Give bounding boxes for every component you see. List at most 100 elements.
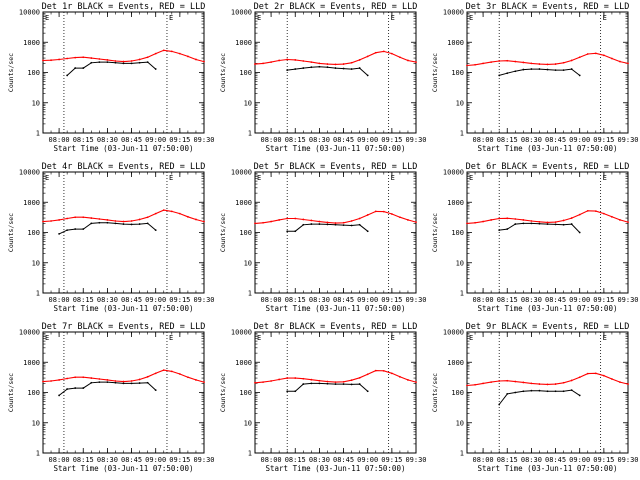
- data-point-lld: [195, 58, 197, 61]
- data-point-events: [530, 68, 533, 70]
- y-tick-label: 1: [248, 290, 252, 298]
- data-point-events: [326, 382, 329, 385]
- data-point-lld: [334, 222, 337, 224]
- y-tick-label: 100: [451, 229, 464, 237]
- x-tick-label: 09:30: [193, 296, 214, 304]
- data-point-events: [538, 68, 541, 70]
- data-point-events: [310, 382, 313, 385]
- data-point-events: [546, 68, 549, 71]
- y-tick-label: 1: [248, 130, 252, 138]
- data-point-lld: [522, 61, 525, 64]
- data-point-lld: [278, 378, 281, 381]
- data-point-events: [58, 232, 60, 235]
- x-tick-label: 09:30: [617, 136, 638, 144]
- data-point-lld: [254, 381, 256, 384]
- data-point-lld: [390, 52, 393, 55]
- y-tick-label: 10000: [231, 329, 252, 337]
- y-axis-title: Counts/sec: [7, 373, 15, 412]
- data-point-lld: [342, 380, 345, 383]
- series-line-events: [58, 222, 157, 235]
- y-tick-label: 1: [36, 290, 40, 298]
- y-tick-label: 1000: [23, 359, 40, 367]
- data-point-lld: [50, 220, 52, 222]
- x-tick-label: 08:00: [473, 136, 494, 144]
- data-point-lld: [474, 221, 476, 224]
- data-point-events: [90, 61, 93, 64]
- y-axis-title: Counts/sec: [219, 373, 227, 412]
- x-tick-label: 08:30: [309, 456, 330, 464]
- data-point-events: [342, 67, 345, 70]
- data-point-lld: [138, 378, 141, 381]
- data-point-events: [122, 382, 125, 385]
- data-point-events: [498, 403, 501, 406]
- data-point-lld: [302, 377, 305, 380]
- data-point-events: [498, 74, 501, 77]
- y-tick-label: 10: [244, 419, 252, 427]
- data-point-lld: [482, 382, 484, 385]
- data-point-lld: [482, 62, 484, 65]
- data-point-lld: [554, 63, 557, 65]
- legend-marker-right: E: [603, 14, 607, 22]
- data-point-lld: [98, 218, 101, 220]
- data-point-lld: [278, 219, 281, 221]
- data-point-lld: [294, 377, 297, 379]
- data-point-events: [286, 390, 289, 393]
- data-point-lld: [578, 213, 581, 216]
- data-point-lld: [154, 372, 157, 375]
- panel-det-9: Det 9r BLACK = Events, RED = LLD 1 10 100 10…: [431, 322, 639, 473]
- data-point-events: [114, 222, 117, 225]
- x-tick-label: 09:30: [405, 296, 426, 304]
- data-point-lld: [270, 220, 272, 223]
- legend-marker-left: E: [257, 14, 261, 22]
- data-point-lld: [407, 219, 409, 221]
- panel-title: Det 4r BLACK = Events, RED = LLD: [42, 162, 206, 172]
- series-line-lld: [254, 370, 417, 384]
- data-point-lld: [586, 209, 589, 212]
- x-axis-title: Start Time (03-Jun-11 07:50:00): [478, 144, 618, 153]
- data-point-lld: [546, 221, 549, 224]
- data-point-lld: [310, 219, 313, 222]
- data-point-lld: [187, 55, 189, 58]
- y-tick-label: 10000: [231, 9, 252, 17]
- data-point-lld: [611, 378, 613, 380]
- data-point-lld: [611, 215, 613, 218]
- data-point-lld: [187, 215, 189, 218]
- data-point-events: [514, 223, 517, 225]
- data-point-events: [114, 381, 117, 384]
- x-tick-label: 08:00: [261, 296, 282, 304]
- data-point-lld: [415, 221, 417, 224]
- y-tick-label: 10000: [19, 9, 40, 17]
- y-axis-title: Counts/sec: [219, 213, 227, 252]
- data-point-lld: [42, 380, 44, 383]
- x-tick-label: 09:30: [617, 456, 638, 464]
- data-point-lld: [318, 220, 321, 223]
- data-point-lld: [178, 373, 181, 375]
- data-point-lld: [619, 60, 621, 63]
- y-tick-label: 10: [244, 259, 252, 267]
- data-point-lld: [506, 217, 509, 220]
- data-point-lld: [619, 381, 621, 384]
- data-point-lld: [578, 56, 581, 59]
- y-tick-label: 1000: [23, 39, 40, 47]
- plot-frame: [42, 331, 205, 454]
- y-axis-title: Counts/sec: [431, 53, 439, 92]
- y-tick-label: 1: [460, 290, 464, 298]
- x-tick-label: 08:30: [521, 296, 542, 304]
- y-tick-label: 1000: [235, 199, 252, 207]
- legend-marker-right: E: [603, 334, 607, 342]
- data-point-lld: [302, 60, 305, 62]
- data-point-lld: [162, 369, 165, 372]
- x-tick-label: 08:00: [49, 456, 70, 464]
- x-tick-label: 08:15: [285, 136, 306, 144]
- data-point-lld: [270, 380, 272, 382]
- data-point-lld: [254, 63, 256, 65]
- data-point-lld: [514, 60, 517, 63]
- y-tick-label: 100: [27, 389, 40, 397]
- data-point-lld: [594, 372, 597, 375]
- y-tick-label: 1000: [447, 199, 464, 207]
- legend-marker-right: E: [391, 14, 395, 22]
- x-tick-label: 09:15: [381, 296, 402, 304]
- x-tick-label: 09:30: [193, 136, 214, 144]
- x-tick-label: 08:45: [121, 296, 142, 304]
- data-point-lld: [302, 218, 305, 221]
